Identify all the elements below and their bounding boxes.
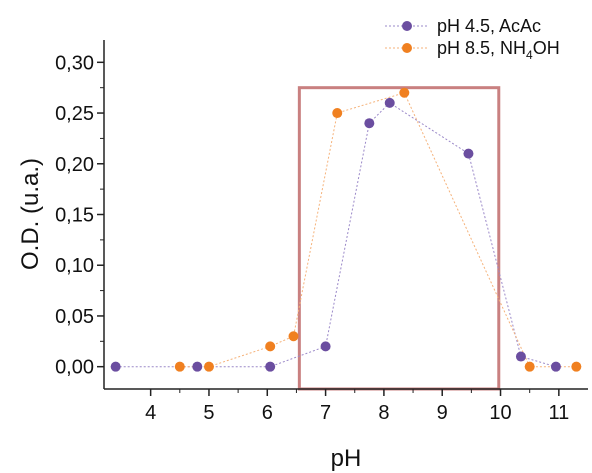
point-acac-8 bbox=[550, 361, 561, 372]
x-axis-title: pH bbox=[331, 445, 362, 472]
point-nh4oh-2 bbox=[265, 341, 276, 352]
point-acac-6 bbox=[463, 148, 474, 159]
x-tick-label-5: 5 bbox=[203, 402, 214, 424]
series-line-nh4oh bbox=[179, 92, 577, 368]
x-tick-label-10: 10 bbox=[489, 402, 511, 424]
point-nh4oh-3 bbox=[288, 331, 299, 342]
legend-label-nh4oh-part1: pH 8.5, NH bbox=[437, 38, 526, 58]
x-tick-label-6: 6 bbox=[262, 402, 273, 424]
point-acac-1 bbox=[192, 361, 203, 372]
point-acac-5 bbox=[384, 97, 395, 108]
point-nh4oh-0 bbox=[174, 361, 185, 372]
x-tick-label-4: 4 bbox=[145, 402, 156, 424]
x-tick-label-8: 8 bbox=[378, 402, 389, 424]
x-tick-label-7: 7 bbox=[320, 402, 331, 424]
y-tick-label-4: 0,20 bbox=[55, 154, 94, 176]
point-nh4oh-4 bbox=[332, 108, 343, 119]
point-acac-0 bbox=[110, 361, 121, 372]
x-tick-label-9: 9 bbox=[437, 402, 448, 424]
y-tick-label-0: 0,00 bbox=[55, 357, 94, 379]
legend-marker-acac bbox=[402, 21, 412, 31]
y-tick-label-3: 0,15 bbox=[55, 205, 94, 227]
y-tick-label-6: 0,30 bbox=[55, 52, 94, 74]
point-nh4oh-6 bbox=[524, 361, 535, 372]
y-axis-title: O.D. (u.a.) bbox=[17, 158, 44, 270]
y-tick-label-2: 0,10 bbox=[55, 255, 94, 277]
point-nh4oh-1 bbox=[203, 361, 214, 372]
point-nh4oh-7 bbox=[571, 361, 582, 372]
y-tick-label-1: 0,05 bbox=[55, 306, 94, 328]
legend-label-acac: pH 4.5, AcAc bbox=[437, 16, 541, 36]
legend: pH 4.5, AcAc pH 8.5, NH4OH bbox=[385, 16, 560, 62]
legend-label-nh4oh-part2: OH bbox=[533, 38, 560, 58]
x-tick-label-11: 11 bbox=[548, 402, 569, 424]
point-acac-4 bbox=[364, 118, 375, 129]
legend-label-nh4oh-subscript: 4 bbox=[526, 48, 533, 62]
point-acac-7 bbox=[515, 351, 526, 362]
point-acac-3 bbox=[320, 341, 331, 352]
legend-label-nh4oh: pH 8.5, NH4OH bbox=[437, 38, 560, 62]
y-tick-label-5: 0,25 bbox=[55, 103, 94, 125]
series-line-acac bbox=[115, 102, 557, 368]
point-nh4oh-5 bbox=[399, 87, 410, 98]
point-acac-2 bbox=[265, 361, 276, 372]
legend-marker-nh4oh bbox=[402, 43, 412, 53]
